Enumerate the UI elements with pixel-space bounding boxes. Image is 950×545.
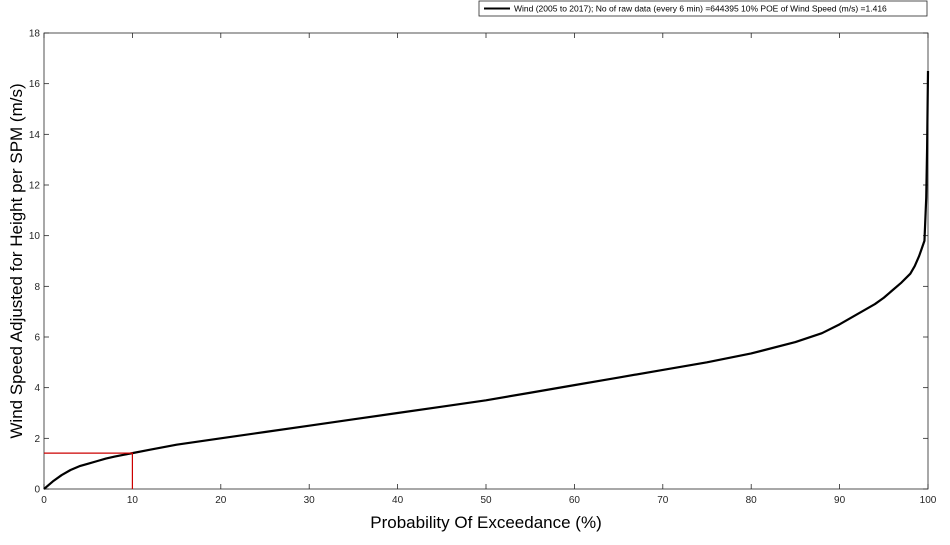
poe-marker-line <box>44 452 133 489</box>
x-tick-label: 50 <box>480 495 492 506</box>
y-tick-label: 8 <box>34 282 40 293</box>
y-tick-label: 18 <box>29 29 41 40</box>
y-tick-label: 16 <box>29 79 41 90</box>
x-tick-label: 70 <box>657 495 669 506</box>
x-tick-label: 90 <box>834 495 846 506</box>
x-axis-title: Probability Of Exceedance (%) <box>370 513 602 532</box>
y-tick-label: 12 <box>29 181 41 192</box>
x-tick-label: 30 <box>304 495 316 506</box>
x-tick-label: 40 <box>392 495 404 506</box>
y-tick-label: 14 <box>29 130 41 141</box>
y-tick-label: 10 <box>29 231 41 242</box>
y-axis-title: Wind Speed Adjusted for Height per SPM (… <box>7 83 26 438</box>
series-layer <box>43 70 930 490</box>
legend-box <box>478 0 928 17</box>
legend: Wind (2005 to 2017); No of raw data (eve… <box>478 0 928 17</box>
plot-area <box>43 32 929 490</box>
series-line <box>43 70 930 490</box>
x-tick-label: 80 <box>746 495 758 506</box>
x-tick-label: 20 <box>215 495 227 506</box>
y-tick-label: 6 <box>34 333 40 344</box>
y-tick-label: 0 <box>34 485 40 496</box>
y-tick-label: 2 <box>34 434 40 445</box>
annotation-layer <box>44 452 133 489</box>
x-axis-ticks: 0 10 20 30 40 50 60 70 80 90 100 <box>41 33 937 506</box>
x-tick-label: 60 <box>569 495 581 506</box>
x-tick-label: 10 <box>127 495 139 506</box>
x-tick-label: 100 <box>920 495 937 506</box>
y-tick-label: 4 <box>34 383 40 394</box>
x-tick-label: 0 <box>41 495 47 506</box>
legend-entry: Wind (2005 to 2017); No of raw data (eve… <box>514 4 887 14</box>
